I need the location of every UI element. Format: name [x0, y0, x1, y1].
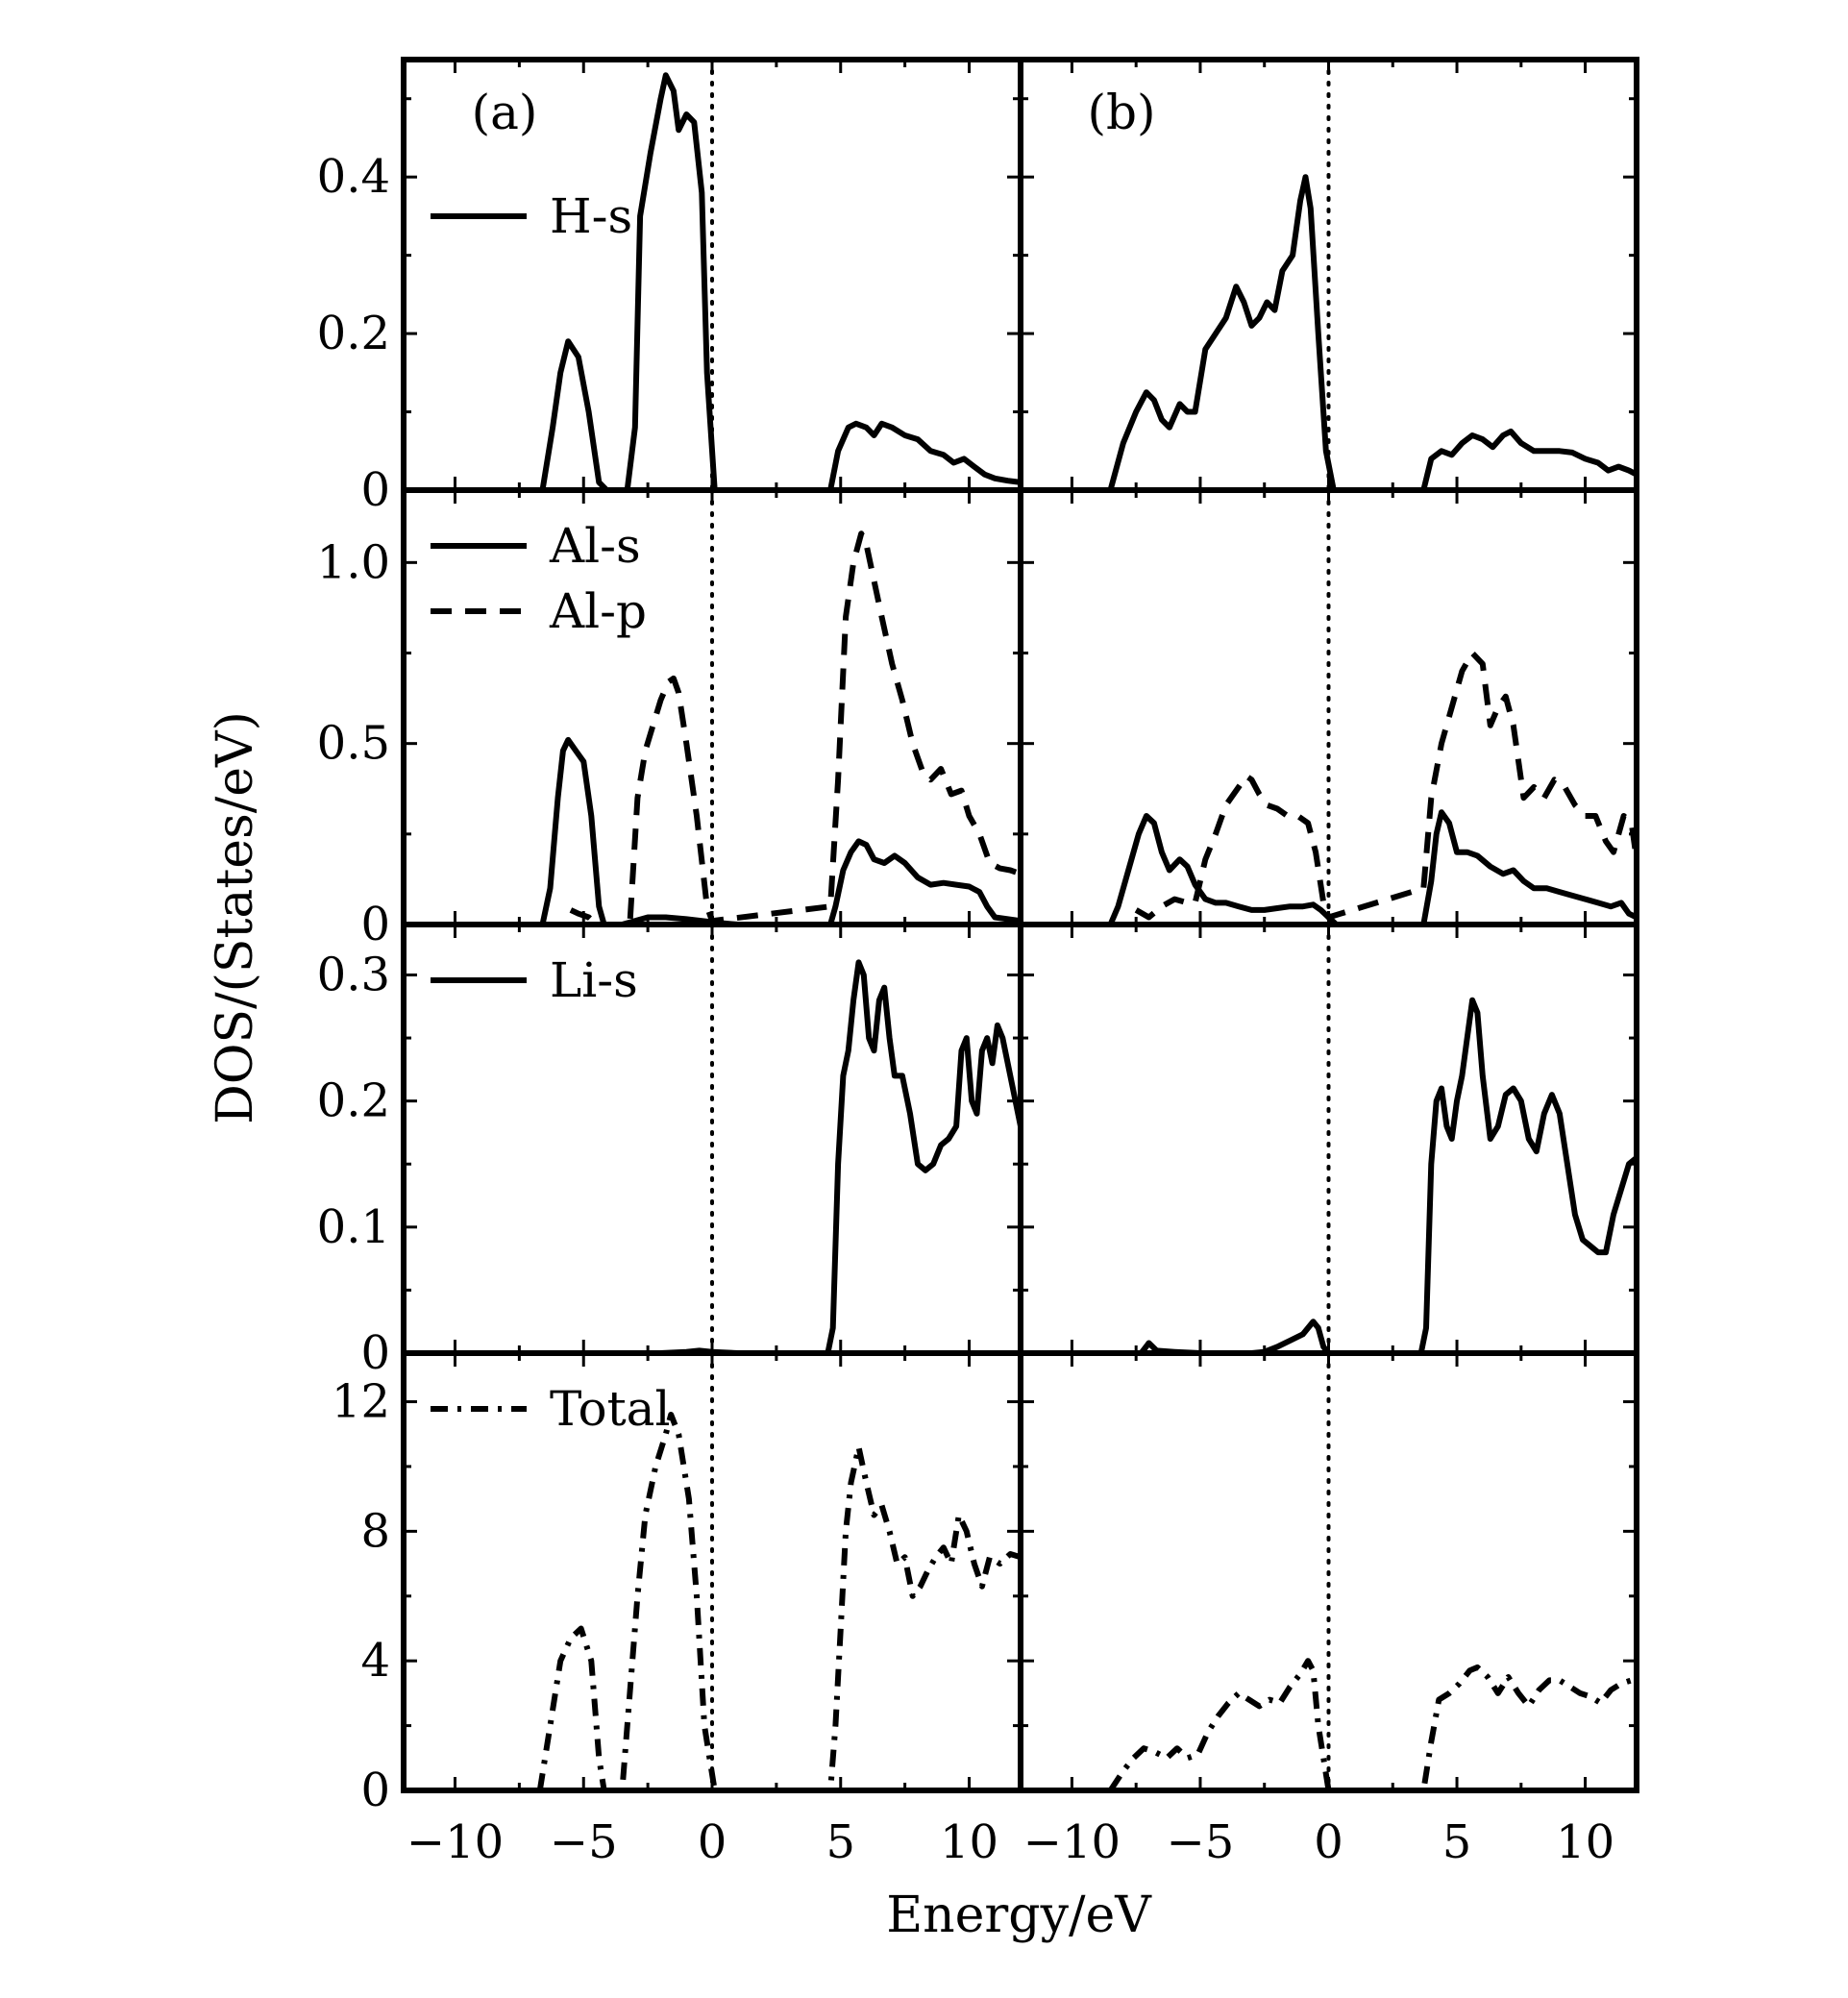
series-al-p-line — [1134, 650, 1639, 921]
plot-frame — [1018, 922, 1639, 1356]
y-tick-label: 0.2 — [317, 1074, 390, 1128]
x-tick-label: 5 — [1442, 1815, 1472, 1869]
panel-a-row-3: 0 0.1 0.2 0.3 Li-s — [317, 922, 1023, 1380]
x-axis-label: Energy/eV — [886, 1887, 1152, 1944]
series-total-line — [1107, 1658, 1639, 1793]
y-tick-label: 0.4 — [317, 150, 390, 204]
panel-a-row-1: 0 0.2 0.4 (a)H-s — [317, 57, 1023, 517]
plot-grid: 0 0.2 0.4 (a)H-s (b) 0 0.5 1.0 Al-s Al-p 0 0.1 0.2 0.… — [317, 57, 1639, 1869]
legend-label-h-s: H-s — [550, 188, 632, 244]
legend-label-li-s: Li-s — [550, 952, 638, 1008]
y-tick-label: 1.0 — [317, 535, 390, 589]
panel-a-row-2: 0 0.5 1.0 Al-s Al-p — [317, 487, 1023, 951]
series-li-s-line — [660, 959, 1023, 1356]
panel-b-row-3 — [1018, 922, 1639, 1356]
y-tick-label: 8 — [360, 1504, 390, 1558]
y-tick-label: 0.1 — [317, 1200, 390, 1254]
panel-b-row-4: −10 −5 0 5 10 — [1018, 1350, 1639, 1869]
series-al-s-line — [539, 736, 1022, 927]
panel-label: (b) — [1087, 85, 1155, 140]
legend-label-al-p: Al-p — [549, 583, 647, 639]
y-tick-label: 0 — [360, 1326, 390, 1380]
y-tick-label: 0.3 — [317, 948, 390, 1001]
x-tick-label: 5 — [825, 1815, 855, 1869]
x-tick-label: −10 — [407, 1815, 504, 1869]
panel-b-row-1: (b) — [1018, 57, 1639, 493]
x-tick-label: 10 — [1556, 1815, 1614, 1869]
plot-frame — [401, 922, 1023, 1356]
panel-label: (a) — [472, 85, 538, 140]
x-tick-label: −5 — [1167, 1815, 1235, 1869]
panel-b-row-2 — [1018, 487, 1639, 927]
x-tick-label: −10 — [1023, 1815, 1121, 1869]
y-tick-label: 0.2 — [317, 307, 390, 360]
x-tick-label: 10 — [940, 1815, 998, 1869]
y-axis-label: DOS/(States/eV) — [207, 711, 264, 1124]
series-al-s-line — [1107, 809, 1639, 927]
series-h-s-line — [1107, 174, 1639, 493]
x-tick-label: −5 — [550, 1815, 618, 1869]
series-total-line — [536, 1412, 1022, 1793]
y-tick-label: 4 — [360, 1634, 390, 1688]
y-tick-label: 0 — [360, 898, 390, 951]
series-h-s-line — [539, 72, 1022, 493]
legend-label-total: Total — [550, 1381, 670, 1437]
legend-label-al-s: Al-s — [549, 518, 641, 574]
y-tick-label: 0 — [360, 1764, 390, 1817]
x-tick-label: 0 — [1314, 1815, 1343, 1869]
y-tick-label: 12 — [332, 1375, 390, 1429]
x-tick-label: 0 — [698, 1815, 727, 1869]
series-al-p-line — [569, 530, 1023, 927]
y-tick-label: 0.5 — [317, 717, 390, 771]
series-li-s-line — [1122, 997, 1639, 1356]
y-tick-label: 0 — [360, 463, 390, 517]
panel-a-row-4: 0 4 8 12 −10 −5 0 5 10 Total — [332, 1350, 1023, 1869]
